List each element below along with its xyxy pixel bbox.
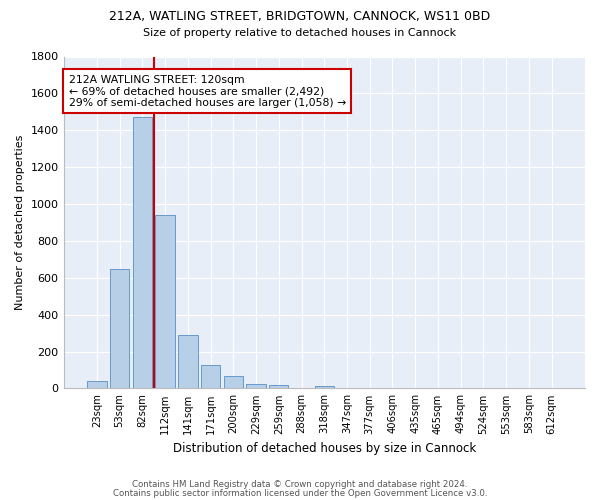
Text: Contains public sector information licensed under the Open Government Licence v3: Contains public sector information licen… — [113, 488, 487, 498]
Text: 212A, WATLING STREET, BRIDGTOWN, CANNOCK, WS11 0BD: 212A, WATLING STREET, BRIDGTOWN, CANNOCK… — [109, 10, 491, 23]
Bar — [269, 385, 289, 388]
Text: Contains HM Land Registry data © Crown copyright and database right 2024.: Contains HM Land Registry data © Crown c… — [132, 480, 468, 489]
Bar — [133, 118, 152, 388]
X-axis label: Distribution of detached houses by size in Cannock: Distribution of detached houses by size … — [173, 442, 476, 455]
Bar — [247, 384, 266, 388]
Bar — [224, 376, 243, 388]
Bar — [87, 381, 107, 388]
Bar — [314, 386, 334, 388]
Bar — [178, 335, 197, 388]
Text: Size of property relative to detached houses in Cannock: Size of property relative to detached ho… — [143, 28, 457, 38]
Y-axis label: Number of detached properties: Number of detached properties — [15, 135, 25, 310]
Text: 212A WATLING STREET: 120sqm
← 69% of detached houses are smaller (2,492)
29% of : 212A WATLING STREET: 120sqm ← 69% of det… — [69, 75, 346, 108]
Bar — [201, 366, 220, 388]
Bar — [110, 268, 130, 388]
Bar — [155, 215, 175, 388]
